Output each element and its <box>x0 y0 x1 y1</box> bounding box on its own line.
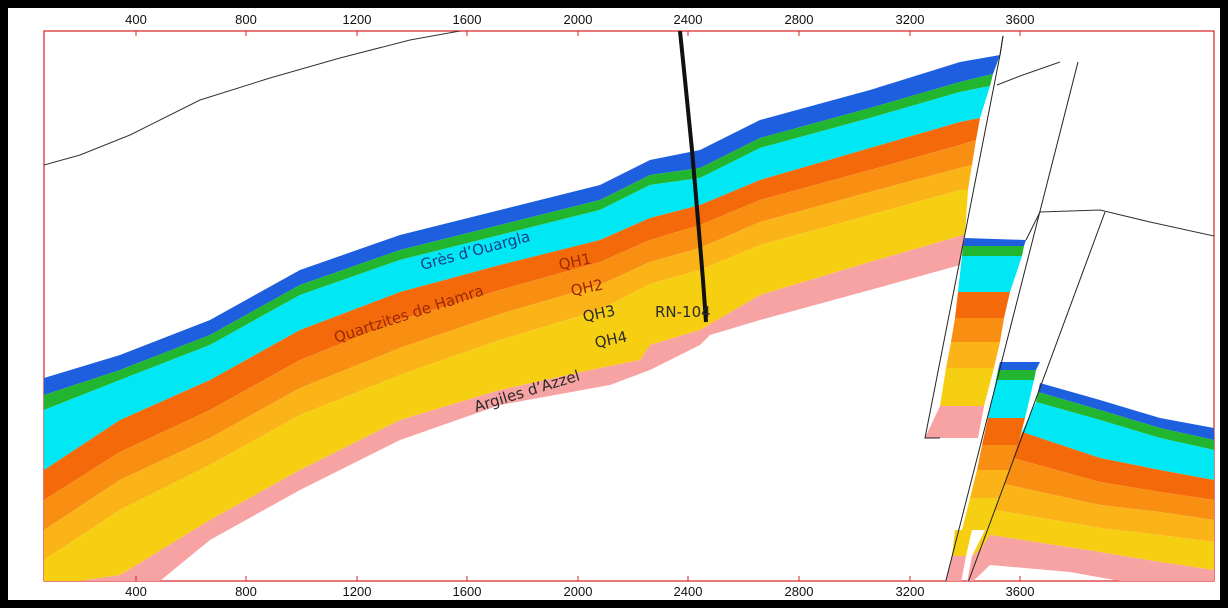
layer-cyan-block2 <box>958 256 1022 292</box>
surface-line-right-top <box>996 61 1061 86</box>
top-tick: 1200 <box>343 12 372 27</box>
surface-line-left <box>44 31 461 166</box>
bottom-tick: 1200 <box>343 584 372 599</box>
layer-yellow-right <box>972 510 1214 570</box>
fault-line-3 <box>968 211 1106 581</box>
layer-orange3-block2 <box>946 342 1000 368</box>
layer-cyan-block3 <box>988 380 1034 418</box>
layer-orange2-right <box>1004 458 1214 520</box>
top-tick: 3200 <box>896 12 925 27</box>
layer-blue-main <box>44 55 1000 395</box>
top-tick: 3600 <box>1006 12 1035 27</box>
layer-orange2-main <box>44 140 976 530</box>
layer-orange3-main <box>44 165 972 560</box>
layer-green-right <box>1036 392 1214 450</box>
layer-green-main <box>44 74 993 410</box>
layer-green-block3 <box>996 370 1036 380</box>
bottom-tick: 2000 <box>564 584 593 599</box>
layer-cyan-main <box>44 86 990 470</box>
fault-line-1b <box>999 35 1004 56</box>
layer-blue-right <box>1038 383 1214 440</box>
top-tick: 1600 <box>453 12 482 27</box>
top-tick: 400 <box>125 12 147 27</box>
layer-orange1-right <box>1013 432 1214 500</box>
frame-tick-marks <box>135 31 1021 581</box>
layer-blue-block2 <box>963 238 1026 246</box>
bottom-tick: 2800 <box>785 584 814 599</box>
bottom-tick: 3200 <box>896 584 925 599</box>
bottom-tick: 3600 <box>1006 584 1035 599</box>
fault-line-3b <box>1025 211 1041 241</box>
layer-orange1-main <box>44 118 980 500</box>
layer-yellow-block2 <box>940 368 994 406</box>
layer-pink-right <box>967 535 1214 581</box>
bottom-tick: 400 <box>125 584 147 599</box>
layer-orange3-right <box>995 484 1214 542</box>
layer-orange2-block3 <box>977 445 1018 470</box>
top-tick: 800 <box>235 12 257 27</box>
well-label: RN-104 <box>655 303 711 321</box>
top-tick: 2000 <box>564 12 593 27</box>
geology-layers <box>44 31 1214 581</box>
layer-pink-main <box>80 235 965 581</box>
layer-yellow-main <box>44 190 968 581</box>
bottom-tick: 800 <box>235 584 257 599</box>
bottom-tick: 2400 <box>674 584 703 599</box>
layer-orange2-block2 <box>951 318 1004 342</box>
layer-pink-block2 <box>925 406 984 438</box>
top-axis: 400 800 1200 1600 2000 2400 2800 3200 36… <box>125 12 1034 27</box>
top-tick: 2800 <box>785 12 814 27</box>
layer-orange1-block3 <box>982 418 1025 445</box>
top-tick: 2400 <box>674 12 703 27</box>
layer-cyan-right <box>1022 402 1214 480</box>
layer-orange1-block2 <box>955 292 1010 318</box>
layer-orange3-block3 <box>970 470 1010 498</box>
layer-green-block2 <box>962 246 1024 256</box>
layer-blue-block3 <box>998 362 1040 370</box>
bottom-tick: 1600 <box>453 584 482 599</box>
fault-line-2 <box>945 61 1079 581</box>
bottom-axis: 400 800 1200 1600 2000 2400 2800 3200 36… <box>125 584 1034 599</box>
well-trajectory <box>678 31 708 323</box>
surface-line-right-mid <box>1039 209 1214 237</box>
